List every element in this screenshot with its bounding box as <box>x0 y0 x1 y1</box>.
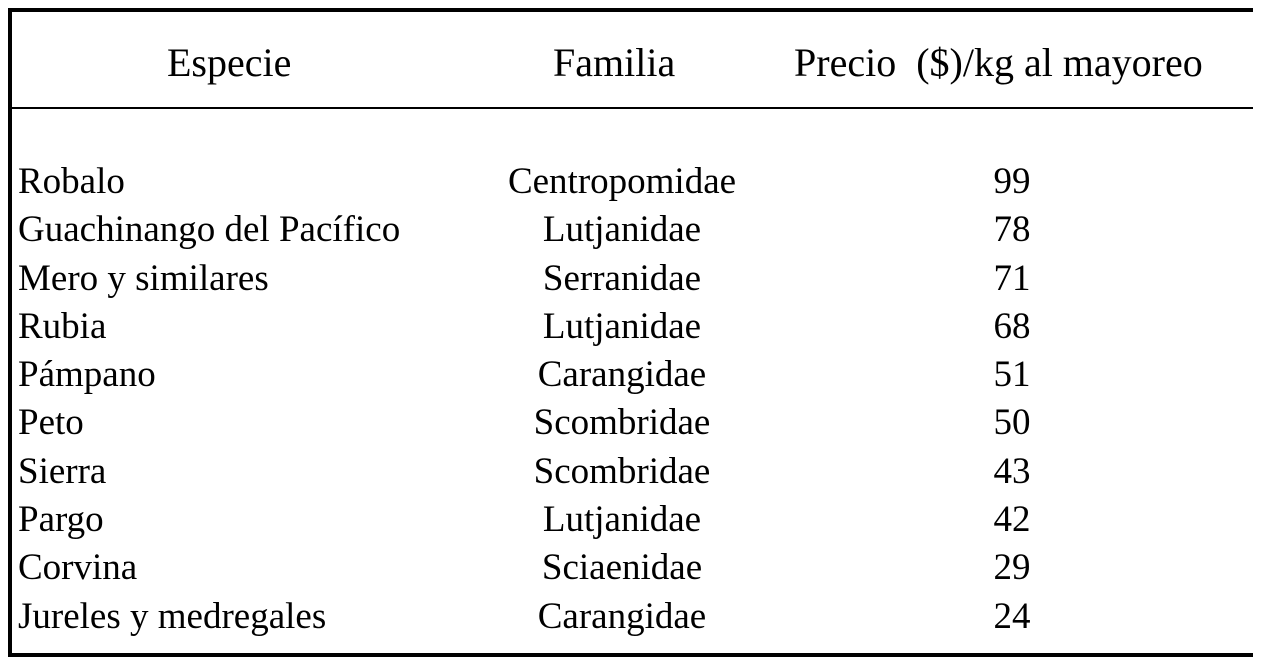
cell-especie: Guachinango del Pacífico <box>18 209 401 251</box>
table-row: Jureles y medregales Carangidae 24 <box>12 593 1253 641</box>
cell-familia: Carangidae <box>537 354 707 396</box>
cell-precio: 99 <box>993 161 1031 202</box>
cell-precio: 68 <box>993 305 1031 347</box>
table-body: Robalo Centropomidae 99 Guachinango del … <box>12 158 1253 641</box>
table-row: Sierra Scombridae 43 <box>12 448 1253 496</box>
cell-familia: Lutjanidae <box>542 305 702 347</box>
cell-precio: 43 <box>993 450 1031 492</box>
cell-precio: 50 <box>993 402 1031 444</box>
header-precio: Precio ($)/kg al mayoreo <box>794 40 1203 85</box>
cell-familia: Centropomidae <box>507 161 737 202</box>
header-familia: Familia <box>553 40 676 85</box>
cell-familia: Lutjanidae <box>542 499 702 541</box>
table-row: Mero y similares Serranidae 71 <box>12 255 1253 303</box>
cell-precio: 24 <box>993 595 1031 637</box>
table-row: Corvina Sciaenidae 29 <box>12 544 1253 592</box>
cell-especie: Mero y similares <box>18 257 269 299</box>
cell-precio: 51 <box>993 354 1031 396</box>
cell-precio: 78 <box>993 209 1031 251</box>
cell-familia: Lutjanidae <box>542 209 702 251</box>
cell-especie: Jureles y medregales <box>18 595 327 637</box>
cell-familia: Carangidae <box>537 595 707 637</box>
cell-especie: Pámpano <box>18 354 156 396</box>
cell-familia: Serranidae <box>542 257 702 299</box>
table-row: Robalo Centropomidae 99 <box>12 158 1253 206</box>
cell-familia: Scombridae <box>533 450 711 492</box>
cell-especie: Robalo <box>18 161 125 202</box>
cell-precio: 29 <box>993 547 1031 589</box>
header-divider <box>12 107 1253 109</box>
table-row: Peto Scombridae 50 <box>12 399 1253 447</box>
table-row: Rubia Lutjanidae 68 <box>12 303 1253 351</box>
cell-precio: 71 <box>993 257 1031 299</box>
cell-especie: Sierra <box>18 450 107 492</box>
cell-especie: Pargo <box>18 499 104 541</box>
table-row: Guachinango del Pacífico Lutjanidae 78 <box>12 206 1253 254</box>
header-especie: Especie <box>167 40 292 85</box>
cell-especie: Rubia <box>18 305 107 347</box>
price-table: Especie Familia Precio ($)/kg al mayoreo… <box>8 8 1253 657</box>
table-row: Pámpano Carangidae 51 <box>12 351 1253 399</box>
cell-familia: Sciaenidae <box>541 547 703 589</box>
cell-precio: 42 <box>993 499 1031 541</box>
cell-especie: Corvina <box>18 547 138 589</box>
table-row: Pargo Lutjanidae 42 <box>12 496 1253 544</box>
cell-especie: Peto <box>18 402 84 444</box>
cell-familia: Scombridae <box>533 402 711 444</box>
